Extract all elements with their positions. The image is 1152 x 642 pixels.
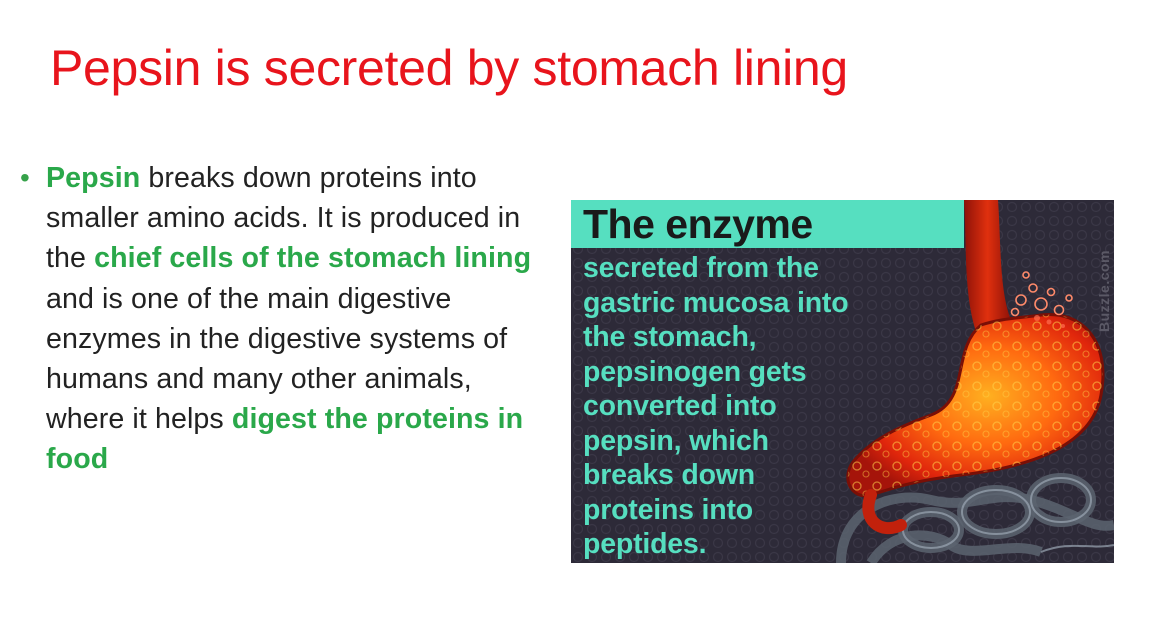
infographic-heading-band bbox=[571, 200, 964, 248]
infographic-line: the stomach, bbox=[583, 321, 757, 353]
infographic-body: secreted from the gastric mucosa into th… bbox=[583, 251, 903, 562]
infographic-line: proteins into bbox=[583, 493, 753, 526]
bullet-text-segment: and is one of the main digestive enzymes… bbox=[46, 282, 508, 436]
bullet-dot: • bbox=[20, 162, 30, 193]
stomach-infographic: The enzyme secreted from the gastric muc… bbox=[571, 200, 1114, 563]
infographic-line: pepsin, which bbox=[583, 424, 769, 457]
highlight-digest-proteins: digest the proteins in food bbox=[46, 403, 524, 476]
stomach-illustration bbox=[571, 200, 1114, 563]
bullet-text: Pepsin breaks down proteins into smaller… bbox=[46, 158, 550, 480]
infographic-line: breaks down bbox=[583, 459, 756, 491]
infographic-line: secreted from the bbox=[583, 252, 819, 284]
slide-title: Pepsin is secreted by stomach lining bbox=[50, 40, 848, 96]
infographic-line: pepsinogen gets bbox=[583, 355, 807, 388]
highlight-pepsin: Pepsin bbox=[46, 162, 141, 194]
infographic-line: gastric mucosa into bbox=[583, 286, 849, 319]
bullet-point: • Pepsin breaks down proteins into small… bbox=[20, 158, 550, 480]
highlight-chief-cells: chief cells of the stomach lining bbox=[94, 242, 532, 275]
infographic-heading: The enzyme bbox=[583, 201, 813, 247]
infographic-line: converted into bbox=[583, 390, 777, 422]
bullet-text-segment: breaks down proteins into smaller amino … bbox=[46, 162, 521, 275]
watermark: Buzzle.com bbox=[1096, 250, 1112, 333]
infographic-line: peptides. bbox=[583, 528, 707, 560]
